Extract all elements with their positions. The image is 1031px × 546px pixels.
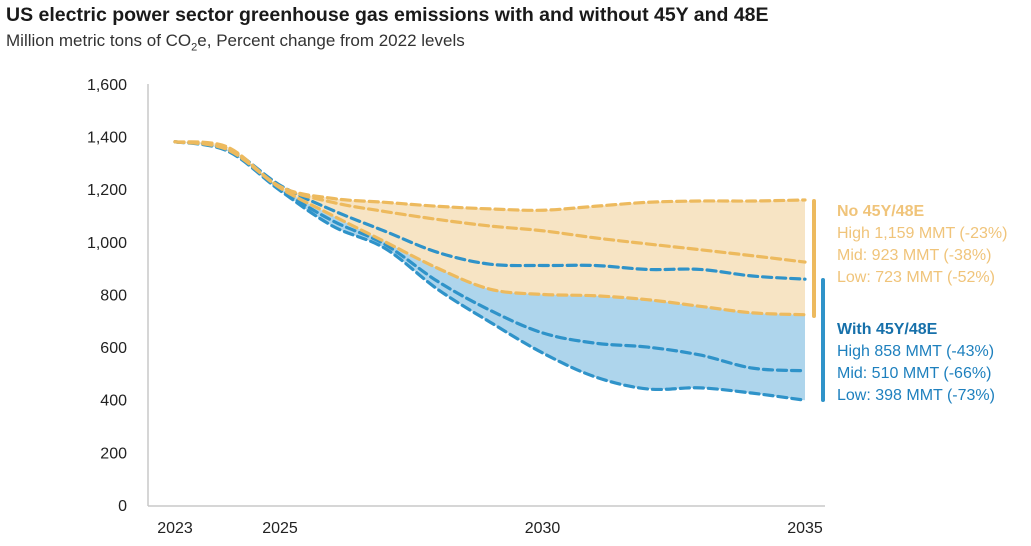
no-legend-item: Low: 723 MMT (-52%) bbox=[837, 269, 995, 286]
with-legend-heading: With 45Y/48E bbox=[837, 321, 938, 338]
y-tick-label: 200 bbox=[100, 445, 127, 462]
subtitle-subscript: 2 bbox=[191, 41, 198, 54]
with-legend-item: Low: 398 MMT (-73%) bbox=[837, 387, 995, 404]
y-tick-label: 1,600 bbox=[87, 77, 127, 94]
with-legend-item: High 858 MMT (-43%) bbox=[837, 343, 994, 360]
subtitle-prefix: Million metric tons of CO bbox=[6, 31, 192, 50]
y-tick-label: 800 bbox=[100, 287, 127, 304]
y-tick-label: 1,200 bbox=[87, 182, 127, 199]
y-tick-label: 0 bbox=[118, 498, 127, 515]
y-tick-label: 1,400 bbox=[87, 130, 127, 147]
x-tick-label: 2035 bbox=[787, 520, 823, 537]
series-line-no-45y-48e-high bbox=[173, 140, 807, 212]
with-legend-item: Mid: 510 MMT (-66%) bbox=[837, 365, 991, 382]
no-range-fill bbox=[175, 141, 805, 315]
with-range-fill bbox=[175, 141, 805, 401]
subtitle-suffix: e, Percent change from 2022 levels bbox=[197, 31, 465, 50]
no-legend-heading: No 45Y/48E bbox=[837, 203, 924, 220]
no-legend-item: Mid: 923 MMT (-38%) bbox=[837, 247, 991, 264]
y-tick-label: 1,000 bbox=[87, 235, 127, 252]
y-tick-label: 400 bbox=[100, 393, 127, 410]
chart-subtitle: Million metric tons of CO2e, Percent cha… bbox=[6, 31, 465, 53]
y-tick-label: 600 bbox=[100, 340, 127, 357]
chart-title: US electric power sector greenhouse gas … bbox=[6, 4, 769, 26]
no-legend-item: High 1,159 MMT (-23%) bbox=[837, 225, 1007, 242]
x-tick-label: 2023 bbox=[157, 520, 193, 537]
x-tick-label: 2030 bbox=[525, 520, 561, 537]
x-tick-label: 2025 bbox=[262, 520, 298, 537]
